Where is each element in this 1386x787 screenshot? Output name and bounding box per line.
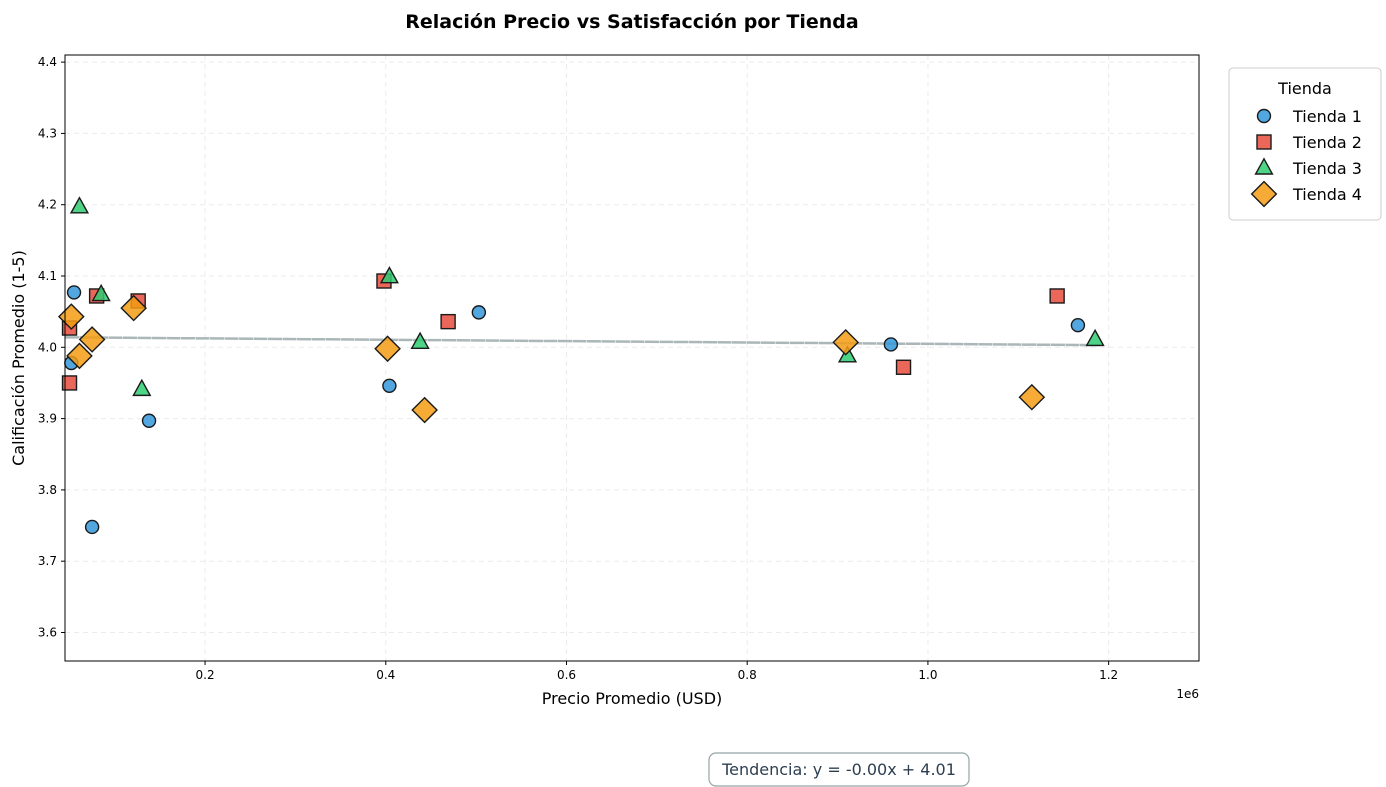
trend-annotation: Tendencia: y = -0.00x + 4.01 [708,752,970,787]
annotation-box [708,752,970,787]
legend-item-label: Tienda 3 [1292,159,1362,178]
data-point [837,345,858,363]
legend-item-label: Tienda 2 [1292,133,1362,152]
y-tick-label: 4.1 [38,269,57,283]
legend-marker-3 [1254,157,1274,175]
legend-item-label: Tienda 1 [1292,107,1362,126]
data-point [883,337,899,352]
data-point [91,283,111,302]
data-point [69,196,90,214]
data-point [84,519,100,535]
data-point [410,331,430,350]
data-points [57,196,1105,535]
x-axis-offset-label: 1e6 [1176,687,1199,701]
data-point [120,294,148,322]
data-point [66,342,93,370]
data-point [1085,328,1105,347]
data-point [832,328,860,356]
legend-item-label: Tienda 4 [1292,185,1362,204]
legend-marker-1 [1256,108,1272,124]
legend-marker-4 [1250,180,1278,208]
legend-marker-2 [1256,134,1272,150]
data-point [374,335,401,363]
y-tick-label: 4.4 [38,55,57,69]
legend-title: Tienda [1277,79,1332,98]
series-tienda-1 [64,285,1086,535]
data-point [379,266,399,284]
data-point [78,326,106,353]
x-tick-label: 1.2 [1099,668,1118,682]
y-tick-label: 3.9 [38,412,57,426]
x-tick-label: 0.2 [196,668,215,682]
data-point [1070,318,1086,333]
trend-line [64,336,1100,347]
data-point [66,285,82,300]
y-tick-label: 3.7 [38,554,57,568]
trend-line-layer [64,336,1100,347]
axis-ticks: 0.2 0.4 0.6 0.8 1.0 1.2 3.6 3.7 3.8 3.9 4.0 4.1 4.2 4… [38,55,1118,682]
data-point [141,413,157,428]
data-point [61,375,78,391]
legend: Tienda Tienda 1 Tienda 2 Tienda 3 Tienda 4 [1228,67,1382,221]
data-point [1049,288,1065,304]
x-tick-label: 0.6 [557,668,576,682]
series-tienda-4 [57,294,1046,424]
data-point [411,396,438,424]
y-axis-label: Calificación Promedio (1-5) [9,250,28,466]
y-tick-label: 3.6 [38,625,57,639]
data-point [382,378,397,394]
legend-box [1228,67,1382,221]
series-tienda-2 [61,273,1065,391]
trend-annotation-text: Tendencia: y = -0.00x + 4.01 [721,760,956,779]
plot-area-frame [64,54,1200,662]
y-tick-label: 4.3 [38,126,57,140]
y-tick-label: 3.8 [38,483,57,497]
x-tick-label: 1.0 [918,668,937,682]
data-point [440,313,456,330]
chart-title: Relación Precio vs Satisfacción por Tien… [405,11,858,33]
data-point [895,359,912,375]
y-tick-label: 4.2 [38,198,57,212]
x-axis-label: Precio Promedio (USD) [542,689,723,708]
x-tick-label: 0.8 [738,668,757,682]
grid [65,55,1199,661]
y-tick-label: 4.0 [38,340,57,354]
series-tienda-3 [69,196,1105,397]
data-point [471,305,487,320]
data-point [1018,383,1046,411]
x-tick-label: 0.4 [376,668,395,682]
data-point [132,378,152,397]
